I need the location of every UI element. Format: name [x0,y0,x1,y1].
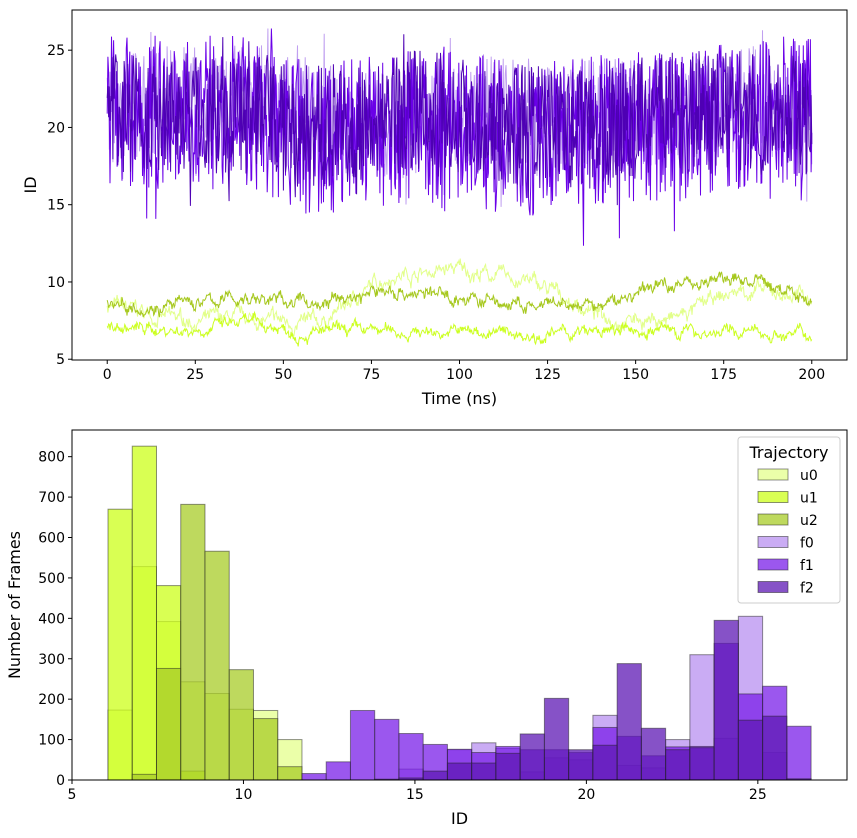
histogram-bar [349,709,376,781]
y-axis-label: Number of Frames [5,531,24,679]
y-tick-label: 800 [38,450,65,466]
series-line-u0 [106,258,813,338]
legend: Trajectory u0 u1 u2 f0 f1 f2 [737,436,841,604]
x-tick-label: 175 [710,367,737,383]
histogram-bar [107,508,133,781]
histogram-bar [762,715,788,781]
y-tick-label: 15 [47,198,65,214]
x-axis-label: Time (ns) [421,389,497,408]
histogram-series-f2 [374,619,812,781]
histogram-bar [131,445,157,781]
histogram-bar [422,770,448,781]
x-tick-label: 100 [446,367,473,383]
y-tick-label: 10 [47,275,65,291]
histogram-bar [180,503,206,781]
histogram-bar [640,727,667,781]
y-tick-label: 5 [56,352,65,368]
time-series-plot: 0 25 50 75 100 125 150 175 200 5 10 15 20 25 Time (ns)… [21,9,848,408]
x-tick-label: 125 [534,367,561,383]
histogram-bar [301,773,327,781]
y-tick-label: 100 [38,733,65,749]
y-tick-label: 20 [47,120,65,136]
x-tick-label: 150 [622,367,649,383]
y-tick-label: 500 [38,571,65,587]
x-tick-label: 75 [363,367,381,383]
histogram-bar [325,761,351,781]
histogram-bar [543,697,570,781]
x-tick-label: 50 [274,367,292,383]
histogram-plot: 5 10 15 20 25 0 100 200 300 400 500 600 700 800 ID Numb… [5,429,848,828]
histogram-bar [713,619,739,781]
histogram-bar [398,733,424,781]
x-tick-label: 25 [749,787,767,803]
series-line-f1 [106,28,813,246]
legend-swatch-f0 [757,536,789,548]
histogram-bar [471,762,497,781]
x-tick-label: 25 [186,367,204,383]
legend-label-u2: u2 [800,513,818,529]
histogram-bar [252,718,279,781]
legend-label-u1: u1 [800,491,818,507]
histogram-bar [204,550,230,781]
histogram-bar [228,669,254,781]
x-tick-label: 200 [798,367,825,383]
histogram-bar [737,719,764,781]
histogram-bar [155,667,182,781]
legend-label-f2: f2 [800,581,814,597]
histogram-bar [131,773,157,781]
x-tick-label: 5 [68,787,77,803]
x-tick-label: 0 [103,367,112,383]
y-tick-label: 25 [47,43,65,59]
histogram-bar [568,749,594,781]
y-tick-label: 0 [56,773,65,789]
y-tick-label: 700 [38,490,65,506]
histogram-bar [689,747,715,781]
legend-title: Trajectory [749,443,829,462]
x-tick-label: 10 [235,787,253,803]
histogram-bar [446,762,473,781]
legend-label-f0: f0 [800,536,814,552]
legend-swatch-u2 [757,513,789,526]
x-tick-label: 15 [406,787,424,803]
x-axis-label: ID [451,809,468,828]
series-group [106,28,813,347]
histogram-bar [519,733,545,781]
axes-frame [71,9,848,361]
legend-swatch-f1 [757,558,789,571]
legend-label-u0: u0 [800,468,818,484]
histogram-bar [616,663,642,781]
y-tick-label: 600 [38,531,65,547]
series-line-u1 [106,310,813,347]
axes-frame [71,429,848,781]
histogram-bar [374,718,400,781]
y-tick-label: 400 [38,611,65,627]
legend-swatch-u1 [757,491,789,503]
histogram-bar [592,744,618,781]
series-line-u2 [106,271,813,318]
y-axis-label: ID [21,176,40,193]
y-tick-label: 200 [38,692,65,708]
series-line-f2 [106,34,813,206]
histogram-bar [277,766,303,781]
x-tick-label: 20 [577,787,595,803]
legend-label-f1: f1 [800,558,814,574]
legend-swatch-u0 [757,468,789,481]
histogram-bar [786,725,812,781]
histogram-series-u2 [131,503,303,781]
y-tick-label: 300 [38,652,65,668]
histogram-bar [665,749,691,781]
histogram-bar [495,752,521,781]
legend-swatch-f2 [757,581,789,593]
